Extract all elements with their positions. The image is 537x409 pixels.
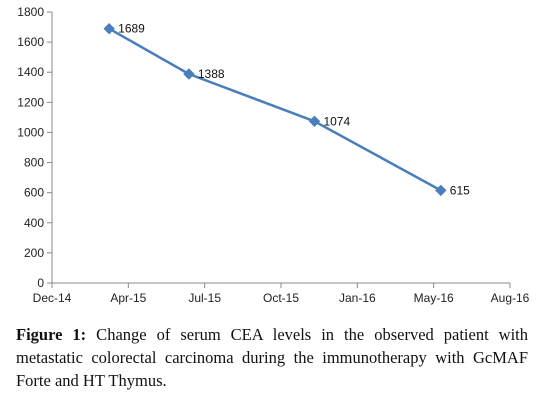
figure-caption-text: Change of serum CEA levels in the observ… xyxy=(16,325,528,390)
series-line xyxy=(108,27,442,192)
y-tick-label: 0 xyxy=(37,276,44,290)
y-tick-label: 1200 xyxy=(17,95,44,109)
x-tick-label: Jul-15 xyxy=(188,291,221,305)
figure-caption-label: Figure 1: xyxy=(16,325,87,344)
series-layer xyxy=(103,22,447,197)
x-tick-label: May-16 xyxy=(414,291,454,305)
y-tick-label: 1800 xyxy=(17,5,44,19)
x-axis-ticks: Dec-14 Apr-15 Jul-15 Oct-15 Jan-16 May-16 Aug-… xyxy=(33,283,530,305)
y-axis-ticks: 0 200 400 600 800 1000 1200 1400 1600 1800 xyxy=(17,5,52,290)
data-point-marker xyxy=(183,68,195,80)
data-point-marker xyxy=(435,184,447,197)
y-tick-label: 1600 xyxy=(17,35,44,49)
data-label-layer: 1689 1388 1074 615 xyxy=(118,22,470,198)
y-tick-label: 600 xyxy=(24,186,44,200)
figure-caption: Figure 1: Change of serum CEA levels in … xyxy=(16,323,528,392)
x-tick-label: Dec-14 xyxy=(33,291,72,305)
data-point-marker xyxy=(308,115,321,128)
x-tick-label: Jan-16 xyxy=(339,291,376,305)
data-point-label: 1074 xyxy=(323,114,350,128)
data-point-label: 1388 xyxy=(198,67,225,81)
y-tick-label: 400 xyxy=(24,216,44,230)
data-point-marker xyxy=(103,22,115,35)
x-tick-label: Apr-15 xyxy=(110,291,146,305)
x-tick-label: Oct-15 xyxy=(263,291,299,305)
x-tick-label: Aug-16 xyxy=(491,291,530,305)
line-chart: 0 200 400 600 800 1000 1200 1400 1600 1800 Dec-14… xyxy=(17,5,530,305)
data-point-label: 615 xyxy=(450,183,470,197)
y-tick-label: 1400 xyxy=(17,65,44,79)
y-tick-label: 800 xyxy=(24,156,44,170)
y-tick-label: 200 xyxy=(24,246,44,260)
data-point-label: 1689 xyxy=(118,22,145,36)
y-tick-label: 1000 xyxy=(17,125,44,139)
